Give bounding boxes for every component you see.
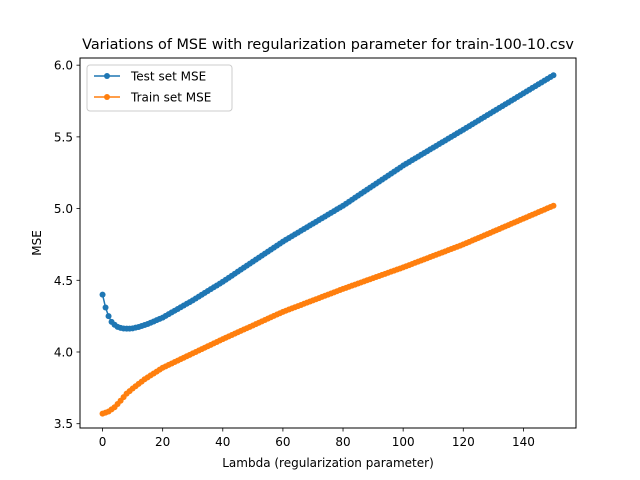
plot-frame (79, 57, 577, 429)
series-layer (99, 72, 557, 417)
y-tick-label: 4.0 (54, 345, 73, 359)
data-point (550, 202, 557, 209)
legend-label: Train set MSE (130, 91, 211, 105)
x-tick-label: 120 (452, 435, 475, 449)
y-tick-label: 6.0 (54, 59, 73, 73)
y-tick-label: 5.0 (54, 202, 73, 216)
data-point (102, 304, 109, 311)
y-tick-label: 3.5 (54, 417, 73, 431)
x-tick-label: 80 (335, 435, 350, 449)
legend: Test set MSE Train set MSE (86, 64, 233, 112)
x-tick-label: 140 (512, 435, 535, 449)
y-tick-label: 4.5 (54, 274, 73, 288)
series-test-mse (99, 72, 557, 332)
x-tick-label: 60 (275, 435, 290, 449)
x-axis-label: Lambda (regularization parameter) (222, 456, 434, 470)
y-axis-label: MSE (30, 230, 44, 256)
data-point (550, 72, 557, 79)
legend-box (86, 64, 233, 112)
series-train-mse (99, 202, 557, 417)
legend-marker (104, 94, 110, 100)
y-tick-label: 5.5 (54, 130, 73, 144)
legend-label: Test set MSE (130, 70, 206, 84)
data-point (105, 313, 112, 320)
chart-title: Variations of MSE with regularization pa… (82, 37, 574, 53)
axes-layer: 0 20 40 60 80 100 120 140 3.5 4.0 4.5 5.0 5.5 6.0 (54, 59, 535, 449)
x-tick-label: 20 (155, 435, 170, 449)
x-tick-label: 100 (392, 435, 415, 449)
x-tick-label: 40 (215, 435, 230, 449)
legend-marker (104, 73, 110, 79)
x-tick-label: 0 (99, 435, 107, 449)
data-point (99, 291, 106, 298)
